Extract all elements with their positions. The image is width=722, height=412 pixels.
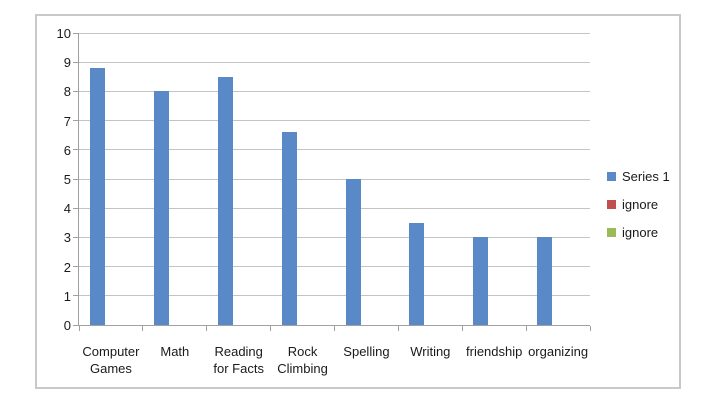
- bar-math[interactable]: [153, 91, 169, 325]
- legend-item-label: ignore: [622, 225, 659, 240]
- y-axis-tick-label: 9: [63, 55, 71, 71]
- gridline-1: [79, 295, 590, 297]
- y-axis-tick-label: 7: [63, 113, 71, 129]
- y-axis-tick-label: 5: [63, 172, 71, 187]
- legend-item-2[interactable]: ignore: [607, 225, 670, 240]
- y-axis-tick-label: 6: [63, 142, 71, 158]
- legend-swatch-icon: [607, 200, 616, 209]
- x-axis-category-label: friendship: [466, 344, 523, 359]
- y-axis-tick-label: 10: [56, 26, 71, 41]
- x-axis-category-label: Rock Climbing: [277, 344, 328, 376]
- legend: Series 1 ignore ignore: [607, 169, 670, 253]
- legend-item-0[interactable]: Series 1: [607, 169, 670, 184]
- gridline-7: [79, 120, 590, 122]
- y-axis-tick-label: 4: [63, 201, 71, 217]
- bar-rock-climbing[interactable]: [281, 132, 297, 325]
- legend-swatch-icon: [607, 228, 616, 237]
- x-axis-tick-6: [461, 326, 463, 331]
- bar-writing[interactable]: [409, 222, 425, 325]
- bar-friendship[interactable]: [473, 237, 489, 325]
- x-axis-category-label: Writing: [410, 344, 451, 359]
- x-axis-tick-5: [397, 326, 399, 331]
- bar-reading-for-facts[interactable]: [217, 76, 233, 325]
- y-axis-tick-label: 1: [63, 288, 71, 304]
- gridline-4: [79, 207, 590, 209]
- y-axis-tick-1: [73, 295, 79, 297]
- gridline-8: [79, 90, 590, 92]
- legend-swatch-icon: [607, 172, 616, 181]
- x-axis-category-label: Reading for Facts: [213, 344, 264, 376]
- y-axis-tick-7: [73, 120, 79, 122]
- y-axis-tick-label: 3: [63, 230, 71, 246]
- gridline-3: [79, 236, 590, 238]
- y-axis-tick-0: [73, 324, 79, 326]
- y-axis-tick-2: [73, 266, 79, 268]
- x-axis-category-label: Math: [160, 344, 190, 359]
- gridline-10: [79, 32, 590, 34]
- x-axis-tick-4: [334, 326, 335, 331]
- x-axis-line: [79, 325, 590, 326]
- x-axis-tick-2: [206, 326, 208, 331]
- y-axis-tick-4: [73, 207, 79, 209]
- x-axis-category-label: organizing: [528, 344, 589, 359]
- y-axis-tick-label: 2: [63, 259, 71, 275]
- y-axis-tick-9: [73, 61, 79, 63]
- y-axis-tick-10: [73, 32, 79, 34]
- gridline-2: [79, 266, 590, 268]
- x-axis-tick-8: [589, 326, 591, 331]
- legend-item-1[interactable]: ignore: [607, 197, 670, 212]
- gridline-9: [79, 61, 590, 63]
- bar-organizing[interactable]: [537, 237, 553, 325]
- x-axis-tick-0: [78, 326, 80, 331]
- x-axis-tick-7: [525, 326, 527, 331]
- gridline-6: [79, 149, 590, 151]
- gridline-5: [79, 178, 590, 180]
- x-axis-category-label: Computer Games: [82, 344, 140, 376]
- y-axis-tick-3: [73, 236, 79, 238]
- x-axis-tick-3: [270, 326, 272, 331]
- y-axis-tick-6: [73, 149, 79, 151]
- bar-spelling[interactable]: [345, 179, 361, 325]
- x-axis-tick-1: [142, 326, 144, 331]
- x-axis-category-label: Spelling: [343, 344, 390, 359]
- legend-item-label: Series 1: [622, 169, 670, 184]
- y-axis-tick-label: 0: [63, 318, 71, 333]
- bar-computer-games[interactable]: [90, 68, 105, 325]
- chart-frame[interactable]: 0 1 2 3 4 5 6 7 8 9 10 Computer Games Math Reading f…: [35, 14, 681, 389]
- y-axis-tick-5: [73, 178, 79, 180]
- y-axis-tick-8: [73, 90, 79, 92]
- y-axis-tick-label: 8: [63, 84, 71, 100]
- plot-area: [73, 32, 591, 331]
- legend-item-label: ignore: [622, 197, 659, 212]
